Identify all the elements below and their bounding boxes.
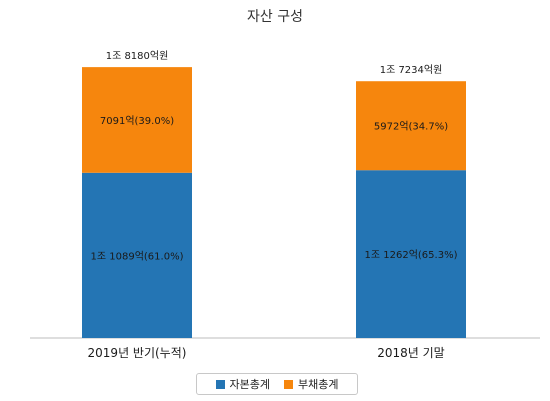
data-label-equity-0: 1조 1089억(61.0%) [91,250,184,262]
total-label-1: 1조 7234억원 [380,64,443,76]
total-label-0: 1조 8180억원 [106,50,169,62]
legend-item-liabilities[interactable]: 부채총계 [284,376,338,392]
legend-swatch-equity [215,379,225,389]
legend-item-equity[interactable]: 자본총계 [215,376,270,392]
x-tick-label-1: 2018년 기말 [377,346,444,360]
bar-equity-0[interactable] [82,172,192,338]
legend-swatch-liabilities [284,379,293,389]
data-label-liabilities-1: 5972억(34.7%) [374,121,448,133]
data-label-liabilities-0: 7091억(39.0%) [100,115,174,127]
bar-equity-1[interactable] [356,170,466,338]
legend-label-liabilities: 부채총계 [298,378,339,391]
bar-liabilities-0[interactable] [82,67,192,173]
legend: 자본총계 부채총계 [196,373,358,395]
legend-label-equity: 자본총계 [229,378,270,391]
bar-liabilities-1[interactable] [356,81,466,171]
chart-title: 자산 구성 [247,9,303,25]
data-label-equity-1: 1조 1262억(65.3%) [365,249,458,261]
x-tick-label-0: 2019년 반기(누적) [88,346,187,360]
